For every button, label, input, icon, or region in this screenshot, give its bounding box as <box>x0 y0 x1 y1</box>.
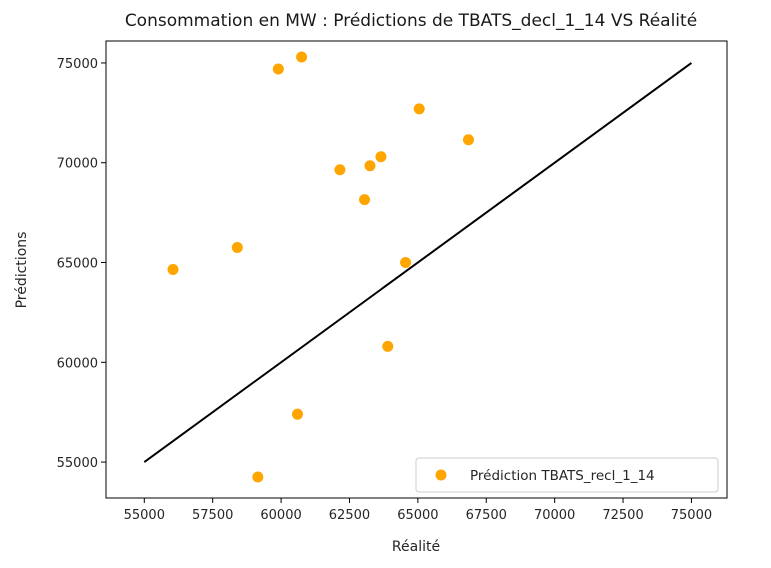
data-point <box>231 242 243 254</box>
data-point <box>413 103 425 115</box>
data-point <box>167 264 179 275</box>
x-axis-label: Réalité <box>392 539 440 555</box>
data-point <box>382 340 394 352</box>
x-tick-label: 72500 <box>602 508 643 523</box>
data-point <box>252 471 264 483</box>
x-tick-label: 62500 <box>329 508 370 523</box>
x-tick-label: 67500 <box>466 508 507 523</box>
data-point <box>296 51 308 63</box>
legend-marker-icon <box>435 469 447 481</box>
y-tick-label: 65000 <box>57 257 98 272</box>
y-axis-label: Prédictions <box>14 232 30 309</box>
y-axis: 55000 60000 65000 70000 75000 <box>57 57 106 471</box>
data-point <box>364 160 376 172</box>
legend: Prédiction TBATS_recl_1_14 <box>415 457 719 493</box>
x-tick-label: 60000 <box>260 508 301 523</box>
data-point <box>334 164 346 176</box>
y-tick-label: 55000 <box>57 456 98 471</box>
x-tick-label: 55000 <box>124 508 165 523</box>
data-point <box>375 151 387 163</box>
y-tick-label: 75000 <box>57 57 98 72</box>
data-point <box>400 257 412 269</box>
y-tick-label: 60000 <box>57 356 98 371</box>
chart-title: Consommation en MW : Prédictions de TBAT… <box>125 11 697 31</box>
reference-line <box>143 62 693 463</box>
plot-area <box>143 51 693 483</box>
data-point <box>462 134 474 146</box>
data-point <box>272 63 284 75</box>
legend-box <box>415 457 719 493</box>
data-point <box>291 408 303 420</box>
x-tick-label: 70000 <box>534 508 575 523</box>
y-tick-label: 70000 <box>57 157 98 172</box>
x-tick-label: 75000 <box>671 508 712 523</box>
x-axis: 55000 57500 60000 62500 65000 67500 70000 72500… <box>124 498 712 523</box>
x-tick-label: 57500 <box>192 508 233 523</box>
plot-frame <box>105 40 728 499</box>
legend-label: Prédiction TBATS_recl_1_14 <box>470 468 655 484</box>
x-tick-label: 65000 <box>397 508 438 523</box>
data-point <box>359 194 371 206</box>
